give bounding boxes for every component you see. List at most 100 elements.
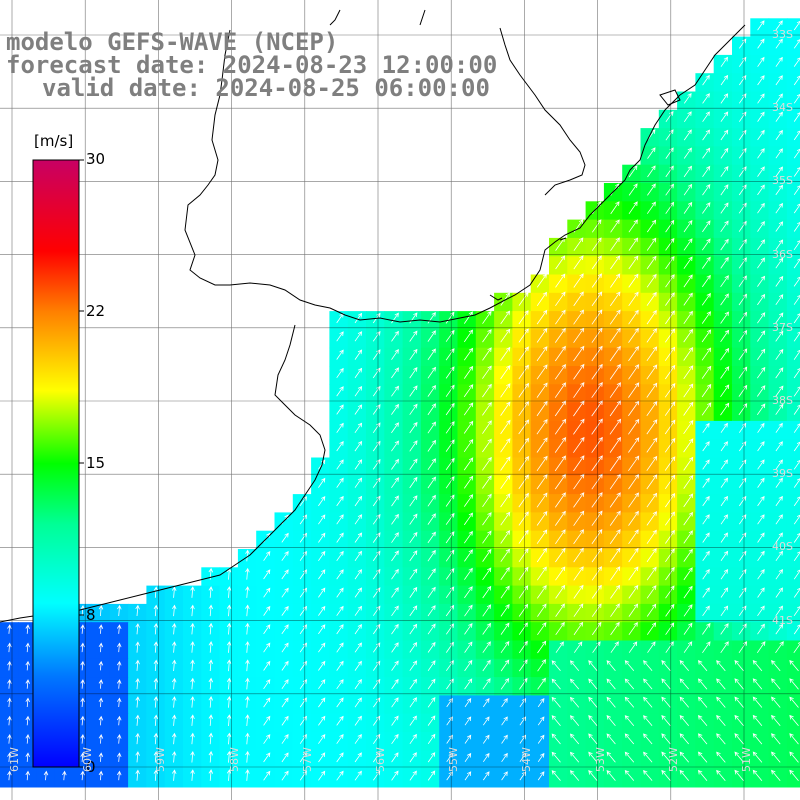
arrow-glyph [336,367,344,379]
arrow-glyph [661,751,671,763]
arrow-glyph [391,330,399,342]
sea-cell [695,347,715,367]
arrow-glyph [226,769,232,781]
sea-cell [530,622,550,642]
arrow-glyph [757,129,765,141]
sea-cell [366,512,385,532]
arrow-glyph [646,622,657,635]
sea-cell [622,164,642,184]
sea-cell [512,311,532,330]
arrow-glyph [757,569,765,580]
sea-cell [311,658,330,678]
colorbar-tick-8: 8 [86,606,96,624]
sea-cell [658,292,678,312]
sea-cell [384,384,404,404]
sea-cell [622,347,642,367]
sea-cell [494,494,513,513]
arrow-glyph [171,586,177,598]
arrow-glyph [464,623,473,635]
arrow-glyph [409,605,418,617]
sea-cell [622,311,642,330]
sea-cell [329,713,349,733]
arrow-glyph [372,514,381,525]
arrow-glyph [661,769,671,781]
sea-cell [732,603,751,623]
arrow-glyph [738,550,747,562]
arrow-glyph [679,733,690,745]
sea-cell [494,567,513,587]
sea-cell [768,109,788,129]
arrow-glyph [245,659,250,672]
sea-cell [366,384,385,404]
arrow-glyph [190,677,195,690]
arrow-glyph [116,624,122,634]
arrow-glyph [281,697,289,708]
sea-cell [750,54,770,74]
arrow-glyph [624,715,635,726]
arrow-glyph [573,436,585,453]
arrow-glyph [588,715,598,726]
arrow-glyph [716,733,726,745]
arrow-glyph [573,309,584,325]
arrow-glyph [427,660,436,672]
arrow-glyph [771,696,781,708]
arrow-glyph [757,239,765,251]
sea-cell [549,585,568,605]
arrow-glyph [153,732,159,745]
sea-cell [439,658,459,678]
arrow-glyph [281,587,289,598]
arrow-glyph [500,641,510,654]
sea-cell [585,530,605,550]
sea-cell [256,713,276,733]
arrow-glyph [720,514,728,525]
arrow-glyph [720,147,729,159]
sea-cell [292,677,312,696]
sea-cell [732,311,751,330]
arrow-glyph [646,566,657,581]
arrow-glyph [536,585,547,599]
sea-cell [384,420,404,440]
arrow-glyph [299,770,307,781]
sea-cell [768,164,788,184]
arrow-glyph [609,382,621,398]
sea-cell [603,457,623,477]
arrow-glyph [720,129,729,141]
arrow-glyph [536,273,547,288]
sea-cell [329,677,349,696]
arrow-glyph [245,604,250,617]
sea-cell [695,530,715,550]
sea-cell [420,329,440,349]
sea-cell [402,457,422,477]
arrow-glyph [683,147,692,159]
arrow-glyph [554,345,566,362]
arrow-glyph [336,550,344,562]
sea-cell [512,292,532,312]
arrow-glyph [336,752,344,763]
arrow-glyph [391,385,399,397]
sea-cell [786,530,800,550]
sea-cell [786,622,800,642]
sea-cell [384,494,404,513]
arrow-glyph [336,514,344,525]
sea-cell [658,311,678,330]
sea-cell [256,658,276,678]
sea-cell [658,530,678,550]
wind-arrows [7,20,800,781]
arrow-glyph [569,696,580,708]
arrow-glyph [299,605,307,616]
arrow-glyph [463,457,474,471]
arrow-glyph [716,769,726,781]
arrow-glyph [664,511,675,526]
sea-cell [750,329,770,349]
arrow-glyph [775,239,784,251]
arrow-glyph [482,567,492,581]
arrow-glyph [720,587,729,598]
sea-cell [786,475,800,495]
arrow-glyph [665,237,675,251]
sea-cell [768,420,788,440]
sea-cell [768,18,788,38]
arrow-glyph [756,385,766,397]
sea-cell [603,292,623,312]
sea-cell [311,567,330,587]
sea-cell [695,329,715,349]
